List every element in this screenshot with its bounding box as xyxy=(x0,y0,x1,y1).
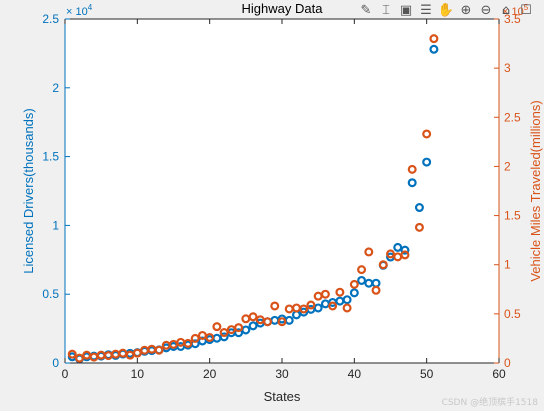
left-y-tick-label: 2 xyxy=(52,81,59,95)
vehicle-miles-point xyxy=(364,247,374,257)
vehicle-miles-point xyxy=(342,303,352,313)
right-y-tick-label: 2 xyxy=(504,159,511,173)
x-axis-label: States xyxy=(264,389,301,404)
vehicle-miles-point xyxy=(154,345,164,355)
vehicle-miles-point xyxy=(205,332,215,342)
x-tick-label: 60 xyxy=(492,367,506,381)
vehicle-miles-point xyxy=(306,300,316,310)
x-tick-label: 0 xyxy=(62,367,69,381)
licensed-drivers-point xyxy=(393,242,403,252)
vehicle-miles-point xyxy=(263,317,273,327)
left-y-axis-label: Licensed Drivers(thousands) xyxy=(21,108,36,273)
watermark: CSDN @绝顶槟手1518 xyxy=(441,398,538,408)
right-y-tick-label: 2.5 xyxy=(504,110,521,124)
licensed-drivers-point xyxy=(429,44,439,54)
x-tick-label: 10 xyxy=(131,367,145,381)
left-y-tick-label: 1.5 xyxy=(42,150,59,164)
vehicle-miles-point xyxy=(74,353,84,363)
vehicle-miles-point xyxy=(414,222,424,232)
left-y-tick-label: 1 xyxy=(52,218,59,232)
licensed-drivers-point xyxy=(219,332,229,342)
x-tick-label: 40 xyxy=(348,367,362,381)
licensed-drivers-point xyxy=(414,203,424,213)
home-icon[interactable]: ⌂ xyxy=(501,2,511,18)
vehicle-miles-point xyxy=(378,260,388,270)
axes-toolbar: ✎ ⌶ ▣ ☰ ✋ ⊕ ⊖ ⌂ ☐ xyxy=(357,2,535,18)
left-y-tick-label: 0 xyxy=(52,356,59,370)
left-y-tick-label: 2.5 xyxy=(42,12,59,26)
plot-area[interactable] xyxy=(65,19,499,363)
vehicle-miles-point xyxy=(212,322,222,332)
right-exponent-label: × 105 xyxy=(502,3,529,18)
vehicle-miles-point xyxy=(371,285,381,295)
vehicle-miles-point xyxy=(320,289,330,299)
vehicle-miles-point xyxy=(190,333,200,343)
insert-icon[interactable]: ▣ xyxy=(399,2,413,18)
zoom-out-icon[interactable]: ⊖ xyxy=(480,2,492,18)
vehicle-miles-point xyxy=(407,164,417,174)
chart-title: Highway Data xyxy=(242,1,324,16)
vehicle-miles-point xyxy=(277,317,287,327)
vehicle-miles-point xyxy=(270,301,280,311)
vehicle-miles-point xyxy=(67,349,77,359)
right-y-tick-label: 3 xyxy=(504,61,511,75)
brush-icon[interactable]: ✎ xyxy=(360,2,372,18)
right-y-tick-label: 0.5 xyxy=(504,307,521,321)
vehicle-miles-point xyxy=(429,34,439,44)
vehicle-miles-series xyxy=(67,34,439,363)
right-y-axis-label: Vehicle Miles Traveled(millions) xyxy=(528,100,543,281)
vehicle-miles-point xyxy=(234,323,244,333)
legend-icon[interactable]: ☰ xyxy=(420,2,432,18)
pan-icon[interactable]: ✋ xyxy=(437,2,455,18)
vehicle-miles-point xyxy=(400,250,410,260)
vehicle-miles-point xyxy=(357,265,367,275)
left-y-tick-label: 0.5 xyxy=(42,287,59,301)
axes: 0 10 20 30 40 50 6000.511.522.500.511.522.533.… xyxy=(42,12,521,381)
vehicle-miles-point xyxy=(219,328,229,338)
datatip-icon[interactable]: ⌶ xyxy=(382,2,390,18)
vehicle-miles-point xyxy=(335,287,345,297)
right-y-tick-label: 3.5 xyxy=(504,12,521,26)
vehicle-miles-point xyxy=(248,312,258,322)
licensed-drivers-point xyxy=(342,295,352,305)
save-icon[interactable]: ☐ xyxy=(520,2,532,18)
left-exponent-label: × 104 xyxy=(66,3,93,18)
licensed-drivers-point xyxy=(407,178,417,188)
x-tick-label: 50 xyxy=(420,367,434,381)
vehicle-miles-point xyxy=(422,129,432,139)
right-y-tick-label: 1 xyxy=(504,258,511,272)
vehicle-miles-point xyxy=(386,249,396,259)
licensed-drivers-point xyxy=(241,325,251,335)
right-y-tick-label: 1.5 xyxy=(504,209,521,223)
vehicle-miles-point xyxy=(349,279,359,289)
right-y-tick-label: 0 xyxy=(504,356,511,370)
licensed-drivers-point xyxy=(357,275,367,285)
licensed-drivers-point xyxy=(422,157,432,167)
vehicle-miles-point xyxy=(183,338,193,348)
licensed-drivers-point xyxy=(349,288,359,298)
licensed-drivers-point xyxy=(299,307,309,317)
licensed-drivers-point xyxy=(313,303,323,313)
vehicle-miles-point xyxy=(132,348,142,358)
licensed-drivers-point xyxy=(234,328,244,338)
x-tick-label: 20 xyxy=(203,367,217,381)
vehicle-miles-point xyxy=(328,301,338,311)
licensed-drivers-point xyxy=(400,245,410,255)
licensed-drivers-point xyxy=(248,321,258,331)
x-tick-label: 30 xyxy=(275,367,289,381)
vehicle-miles-point xyxy=(299,304,309,314)
zoom-in-icon[interactable]: ⊕ xyxy=(460,2,472,18)
